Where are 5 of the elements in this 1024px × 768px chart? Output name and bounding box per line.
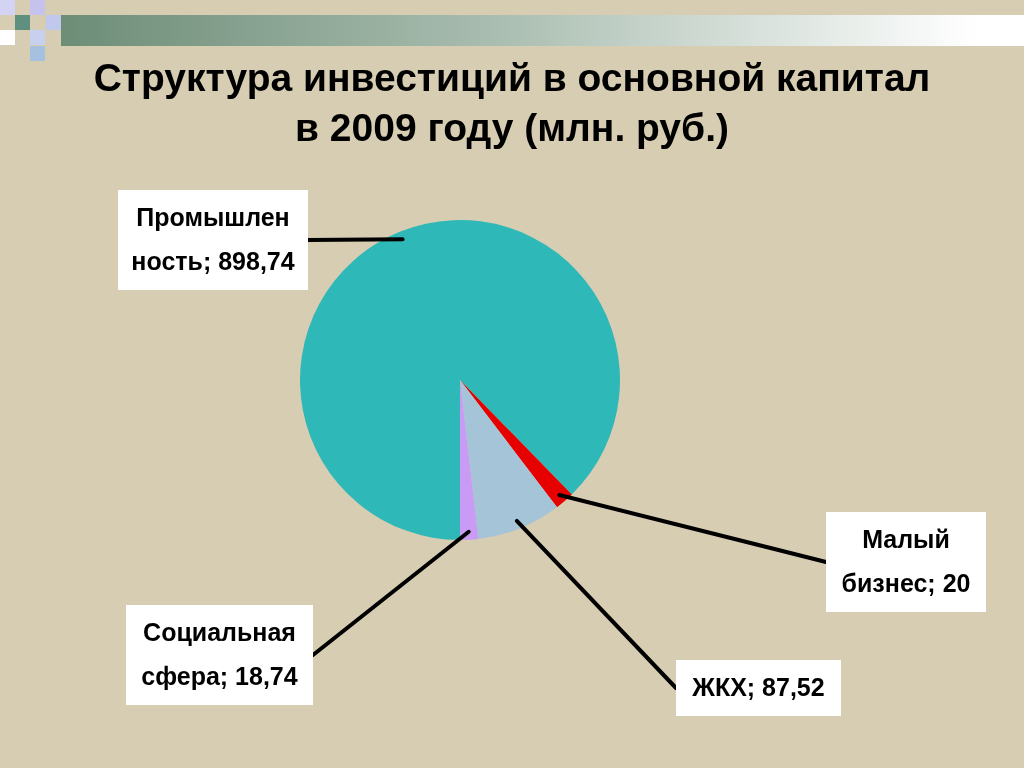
slice-label: Социальная сфера; 18,74 [141, 617, 298, 690]
slice-label: ЖКХ; 87,52 [691, 672, 825, 701]
slice-label: Малый бизнес; 20 [841, 524, 971, 597]
slice-label: Промышленность; 898,74 [131, 202, 295, 275]
chart-title: Структура инвестиций в основной капитал в 2009 году (млн. руб.) [92, 55, 932, 151]
